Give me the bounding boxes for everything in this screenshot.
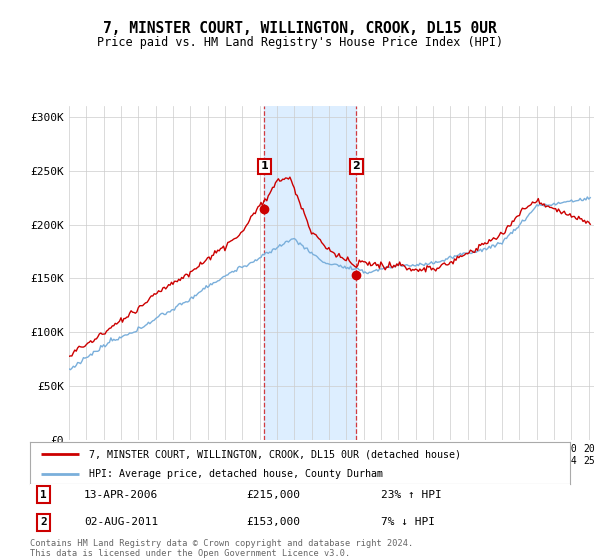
Text: 02-AUG-2011: 02-AUG-2011: [84, 517, 158, 528]
Text: 7% ↓ HPI: 7% ↓ HPI: [381, 517, 435, 528]
Text: 7, MINSTER COURT, WILLINGTON, CROOK, DL15 0UR (detached house): 7, MINSTER COURT, WILLINGTON, CROOK, DL1…: [89, 449, 461, 459]
Text: £215,000: £215,000: [246, 489, 300, 500]
Text: £153,000: £153,000: [246, 517, 300, 528]
Text: 2: 2: [40, 517, 47, 528]
Text: 23% ↑ HPI: 23% ↑ HPI: [381, 489, 442, 500]
Text: Contains HM Land Registry data © Crown copyright and database right 2024.
This d: Contains HM Land Registry data © Crown c…: [30, 539, 413, 558]
Text: 13-APR-2006: 13-APR-2006: [84, 489, 158, 500]
Text: 7, MINSTER COURT, WILLINGTON, CROOK, DL15 0UR: 7, MINSTER COURT, WILLINGTON, CROOK, DL1…: [103, 21, 497, 36]
Text: 1: 1: [260, 161, 268, 171]
Bar: [265, 106, 356, 440]
Text: 1: 1: [40, 489, 47, 500]
Text: HPI: Average price, detached house, County Durham: HPI: Average price, detached house, Coun…: [89, 469, 383, 479]
Text: Price paid vs. HM Land Registry's House Price Index (HPI): Price paid vs. HM Land Registry's House …: [97, 36, 503, 49]
Text: 2: 2: [352, 161, 360, 171]
